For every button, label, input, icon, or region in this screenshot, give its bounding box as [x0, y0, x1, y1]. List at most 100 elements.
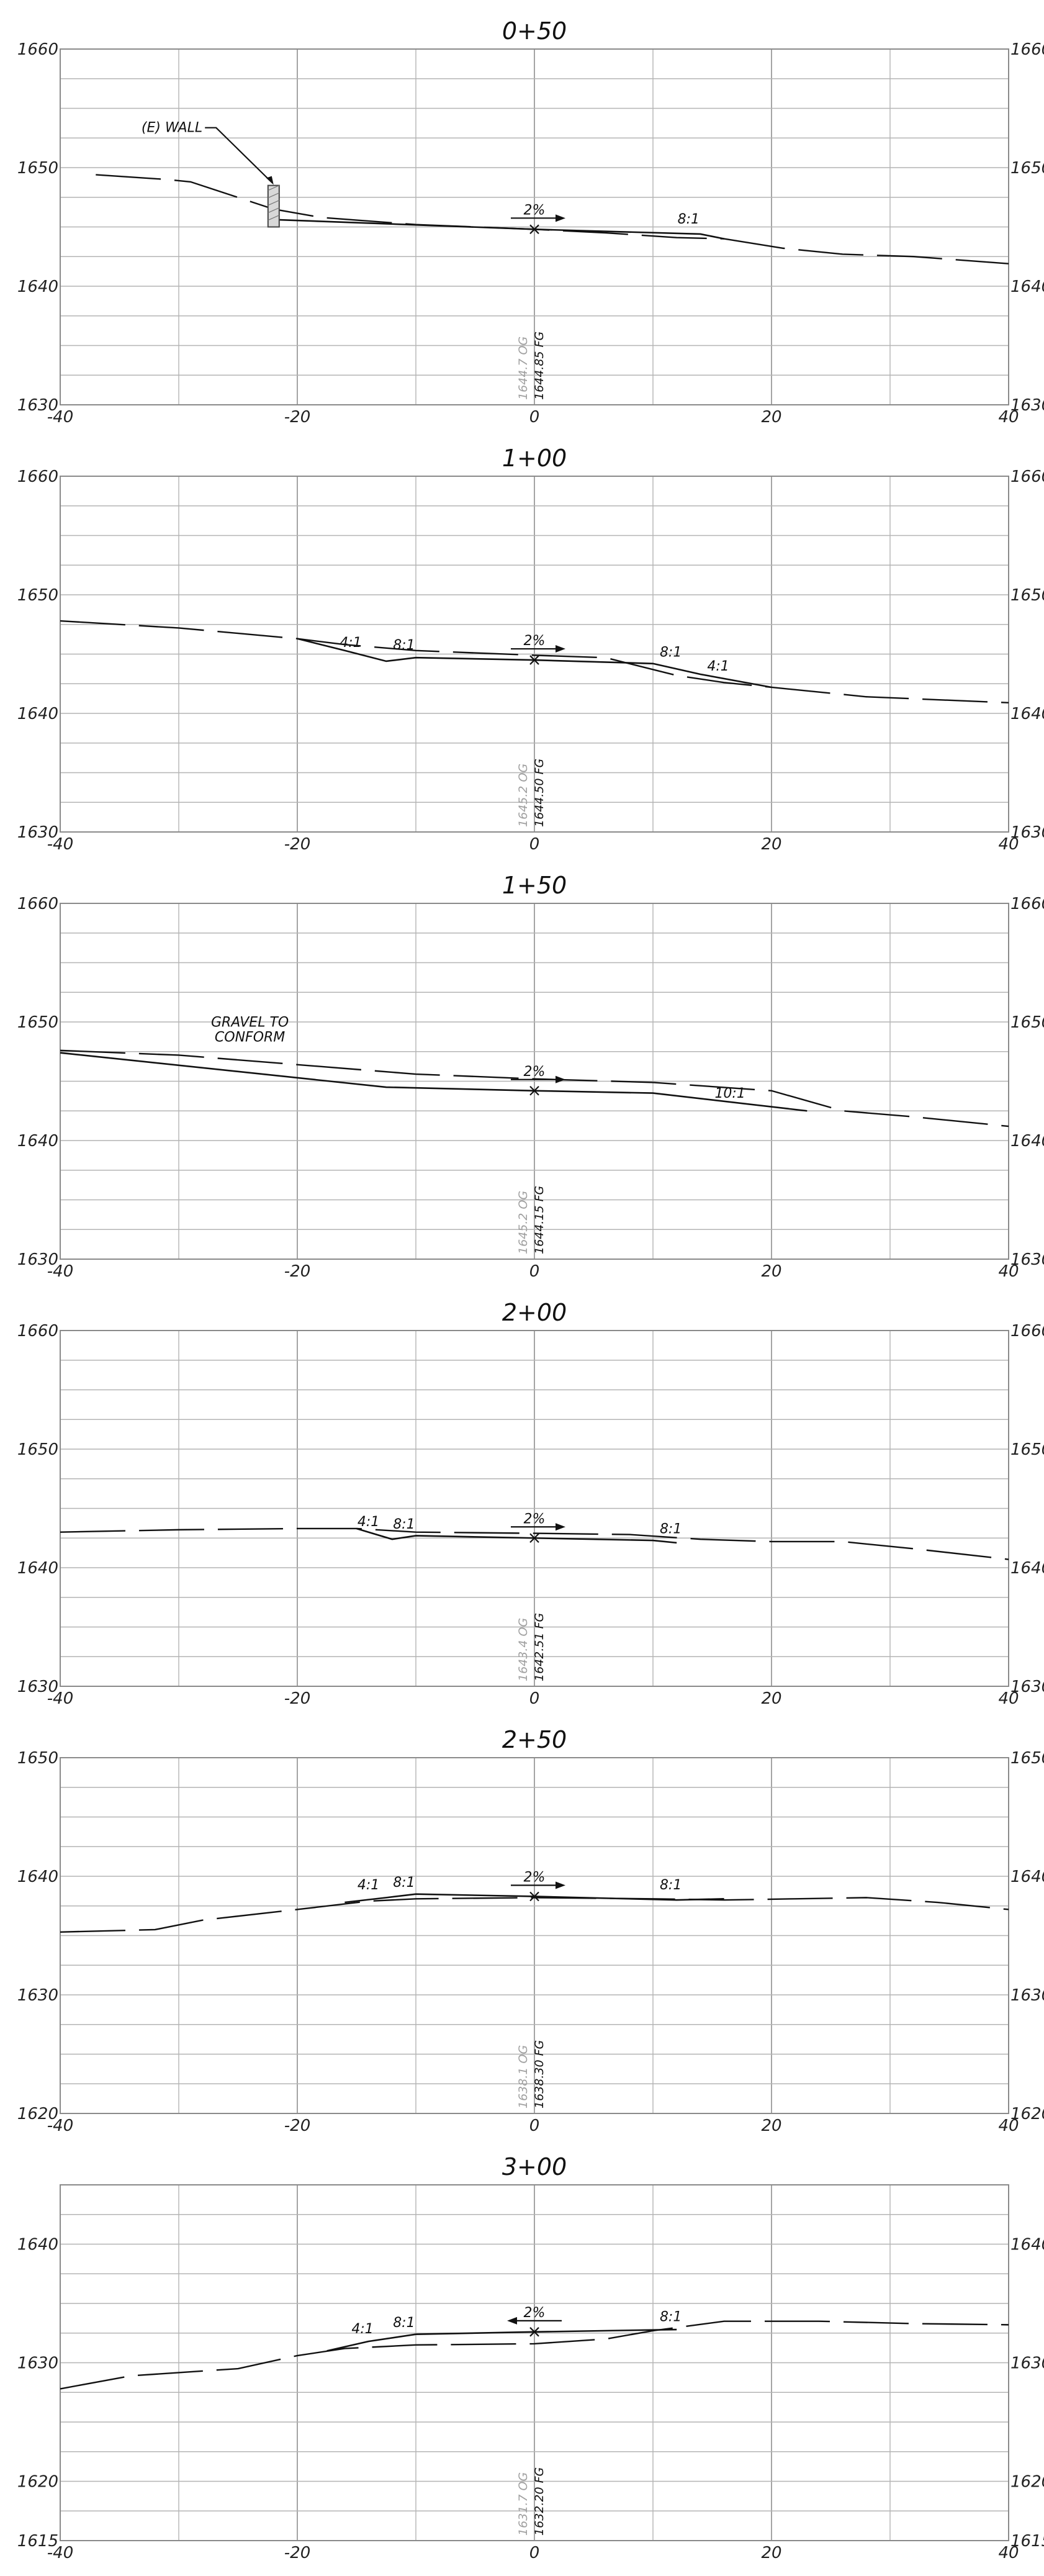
y-tick-label-left: 1660	[17, 468, 58, 486]
x-tick-label: 40	[998, 2117, 1019, 2135]
y-tick-label-left: 1620	[17, 2105, 58, 2123]
finished-grade-elevation: 1644.50 FG	[533, 759, 546, 827]
side-slope-label: 8:1	[660, 644, 682, 660]
y-tick-label-right: 1615	[1010, 2532, 1044, 2551]
y-tick-label-right: 1660	[1010, 895, 1044, 913]
cross-slope-arrow	[511, 1523, 565, 1531]
cross-slope-arrow	[511, 214, 565, 222]
cross-slope-label: 2%	[524, 633, 546, 649]
side-slope-label: 8:1	[660, 1878, 682, 1893]
x-tick-label: -20	[284, 835, 310, 854]
side-slope-label: 4:1	[351, 2321, 373, 2337]
x-tick-label: 20	[761, 2544, 781, 2562]
existing-ground-line	[60, 1527, 1009, 1560]
y-tick-label-left: 1650	[17, 1749, 58, 1768]
centerline-x-icon	[529, 1891, 539, 1902]
existing-ground-line	[60, 2320, 1009, 2390]
x-tick-label: -40	[47, 835, 73, 854]
existing-ground-line	[60, 620, 1009, 704]
y-tick-label-right: 1640	[1010, 278, 1044, 296]
y-tick-label-right: 1660	[1010, 1322, 1044, 1340]
section-title: 1+00	[502, 445, 567, 472]
x-tick-label: -20	[284, 2544, 310, 2562]
x-tick-label: -40	[47, 1262, 73, 1281]
finished-grade-elevation: 1644.85 FG	[533, 332, 546, 400]
x-tick-label: 40	[998, 1262, 1019, 1281]
finished-grade-line	[356, 1527, 677, 1544]
y-tick-label-right: 1640	[1010, 1132, 1044, 1150]
y-tick-label-left: 1660	[17, 895, 58, 913]
x-tick-label: 20	[761, 1262, 781, 1281]
arrow-right-icon	[556, 214, 565, 222]
y-tick-label-right: 1650	[1010, 586, 1044, 605]
x-tick-label: 40	[998, 2544, 1019, 2562]
y-tick-label-left: 1640	[17, 1132, 58, 1150]
cross-slope-arrow	[507, 2316, 562, 2325]
y-tick-label-left: 1640	[17, 1559, 58, 1578]
cross-slope-label: 2%	[524, 1511, 546, 1527]
y-tick-label-right: 1660	[1010, 468, 1044, 486]
y-tick-label-left: 1650	[17, 1013, 58, 1032]
section-title: 1+50	[502, 872, 567, 899]
centerline-x-icon	[529, 655, 539, 665]
section-panel: 3+0016401640163016301620162016151615-40-…	[17, 2153, 1044, 2562]
plot-frame	[60, 48, 1009, 405]
cross-slope-label: 2%	[524, 2305, 546, 2321]
y-tick-label-right: 1640	[1010, 1559, 1044, 1578]
x-tick-label: 20	[761, 1689, 781, 1708]
finished-grade-line	[279, 219, 724, 240]
existing-grade-elevation: 1631.7 OG	[516, 2472, 530, 2536]
x-tick-label: -40	[47, 1689, 73, 1708]
wall-icon	[267, 184, 280, 228]
x-tick-label: -20	[284, 408, 310, 427]
finished-grade-elevation: 1638.30 FG	[533, 2040, 546, 2108]
finished-grade-line	[344, 1893, 724, 1904]
finished-grade-elevation: 1632.20 FG	[533, 2467, 546, 2536]
side-slope-label: 8:1	[678, 212, 700, 227]
y-tick-label-left: 1630	[17, 823, 58, 842]
y-tick-label-left: 1650	[17, 1440, 58, 1459]
y-tick-label-left: 1660	[17, 40, 58, 59]
arrow-right-icon	[556, 1523, 565, 1531]
x-tick-label: 40	[998, 1689, 1019, 1708]
x-tick-label: 0	[529, 2117, 540, 2135]
section-title: 3+00	[502, 2153, 567, 2181]
x-tick-label: -20	[284, 1262, 310, 1281]
x-tick-label: 0	[529, 2544, 540, 2562]
y-tick-label-left: 1630	[17, 1250, 58, 1269]
cross-slope-arrow	[511, 1881, 565, 1889]
section-panel: 0+5016601660165016501640164016301630-40-…	[17, 17, 1044, 427]
y-tick-label-right: 1650	[1010, 1440, 1044, 1459]
side-slope-label: 4:1	[358, 1878, 379, 1893]
existing-ground-line	[60, 1897, 1009, 1933]
y-tick-label-left: 1650	[17, 586, 58, 605]
y-tick-label-left: 1630	[17, 2354, 58, 2373]
y-tick-label-right: 1650	[1010, 1013, 1044, 1032]
wall-label: (E) WALL	[142, 120, 202, 136]
finished-grade-elevation: 1644.15 FG	[533, 1186, 546, 1254]
side-slope-label: 8:1	[660, 2310, 682, 2325]
gravel-note: CONFORM	[215, 1030, 285, 1046]
y-tick-label-right: 1630	[1010, 1986, 1044, 2005]
y-tick-label-left: 1615	[17, 2532, 58, 2551]
y-tick-label-left: 1630	[17, 1986, 58, 2005]
y-tick-label-right: 1640	[1010, 2236, 1044, 2254]
y-tick-label-left: 1620	[17, 2473, 58, 2492]
finished-grade-line	[297, 638, 772, 689]
plot-frame	[60, 2184, 1009, 2541]
section-panel: 1+0016601660165016501640164016301630-40-…	[17, 445, 1044, 854]
y-tick-label-right: 1640	[1010, 1868, 1044, 1886]
x-tick-label: 20	[761, 835, 781, 854]
existing-grade-elevation: 1643.4 OG	[516, 1618, 530, 1681]
section-title: 0+50	[502, 17, 567, 45]
existing-grade-elevation: 1645.2 OG	[516, 764, 530, 827]
x-tick-label: -20	[284, 1689, 310, 1708]
cross-slope-label: 2%	[524, 202, 546, 218]
section-title: 2+00	[502, 1299, 567, 1326]
y-tick-label-left: 1660	[17, 1322, 58, 1340]
y-tick-label-right: 1630	[1010, 396, 1044, 415]
y-tick-label-left: 1640	[17, 2236, 58, 2254]
x-tick-label: -20	[284, 2117, 310, 2135]
finished-grade-elevation: 1642.51 FG	[533, 1613, 546, 1681]
existing-grade-elevation: 1638.1 OG	[516, 2045, 530, 2108]
